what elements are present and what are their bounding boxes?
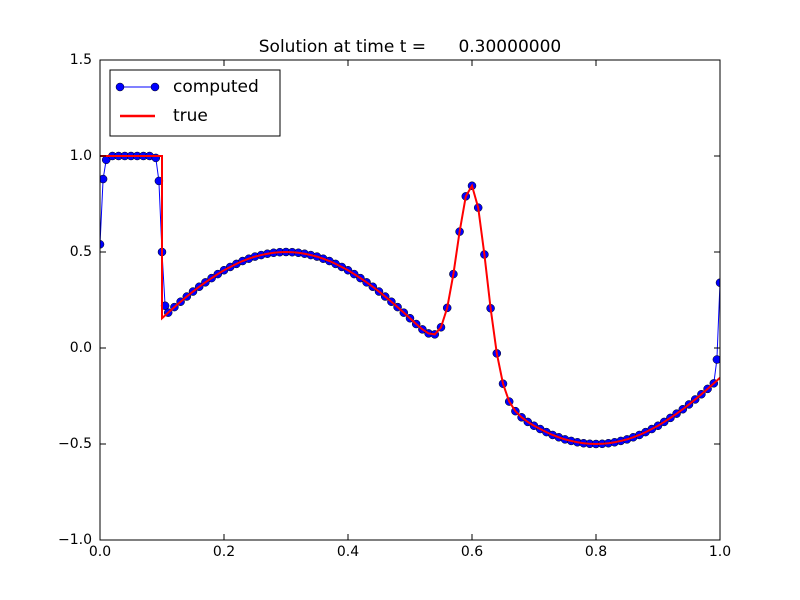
x-tick-label: 0.6 (461, 544, 483, 560)
marker (715, 278, 720, 287)
x-tick-label: 0.8 (585, 544, 607, 560)
x-tick-label: 0.0 (89, 544, 111, 560)
series-group (100, 151, 720, 449)
y-tick-label: −1.0 (58, 532, 92, 548)
legend-label: true (173, 106, 208, 126)
y-tick-label: 0.0 (70, 340, 92, 356)
series-line (100, 155, 720, 446)
legend-marker (150, 82, 160, 92)
legend-marker (115, 82, 125, 92)
plot-area (100, 60, 720, 540)
x-tick-label: 0.2 (213, 544, 235, 560)
marker (712, 355, 720, 364)
x-tick-label: 0.4 (337, 544, 359, 560)
y-tick-label: 1.0 (70, 148, 92, 164)
legend-box (109, 69, 281, 137)
chart-title: Solution at time t = 0.30000000 (259, 37, 561, 57)
y-tick-label: 0.5 (70, 244, 92, 260)
marker (100, 174, 108, 184)
y-tick-label: 1.5 (70, 52, 92, 68)
axes-frame (99, 59, 721, 541)
marker (100, 240, 105, 249)
legend-label: computed (173, 77, 259, 97)
x-tick-label: 1.0 (709, 544, 731, 560)
y-tick-label: −0.5 (58, 436, 92, 452)
